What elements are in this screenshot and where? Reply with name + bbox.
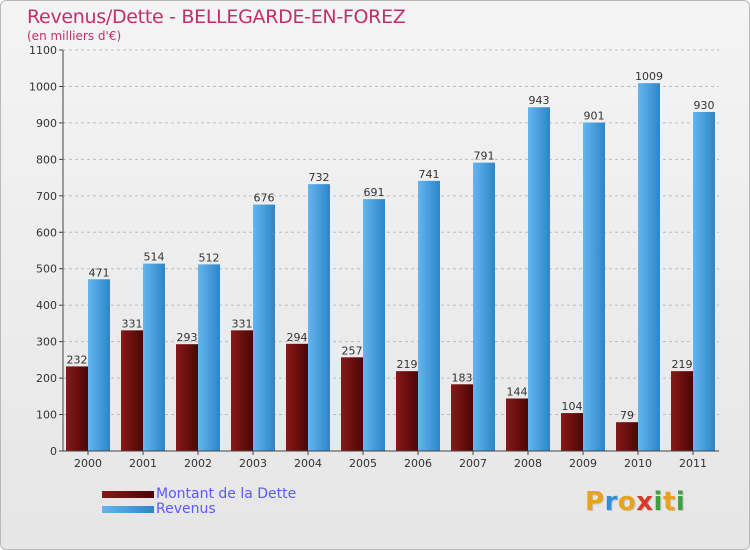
bar-revenus bbox=[143, 263, 165, 451]
x-tick-label: 2007 bbox=[459, 457, 487, 470]
bar-dette bbox=[396, 371, 418, 451]
bar-dette bbox=[616, 422, 638, 451]
data-label-revenus: 741 bbox=[419, 168, 440, 181]
x-tick-label: 2001 bbox=[129, 457, 157, 470]
data-label-dette: 294 bbox=[287, 331, 308, 344]
brand-letter: t bbox=[662, 487, 676, 517]
bar-dette bbox=[341, 357, 363, 451]
x-tick-label: 2005 bbox=[349, 457, 377, 470]
y-tick-label: 900 bbox=[36, 117, 57, 130]
bar-revenus bbox=[473, 162, 495, 452]
y-tick-label: 200 bbox=[36, 372, 57, 385]
y-tick-label: 100 bbox=[36, 409, 57, 422]
brand-letter: o bbox=[617, 487, 637, 517]
chart-title: Revenus/Dette - BELLEGARDE-EN-FOREZ bbox=[27, 6, 406, 28]
data-label-revenus: 1009 bbox=[635, 70, 663, 83]
x-tick-label: 2010 bbox=[624, 457, 652, 470]
x-tick-label: 2009 bbox=[569, 457, 597, 470]
legend-swatch-revenus bbox=[102, 506, 154, 513]
data-label-dette: 79 bbox=[620, 409, 634, 422]
data-label-dette: 219 bbox=[397, 358, 418, 371]
data-label-dette: 104 bbox=[562, 400, 583, 413]
data-label-revenus: 691 bbox=[364, 186, 385, 199]
brand-letter: i bbox=[653, 487, 663, 517]
data-label-revenus: 943 bbox=[529, 94, 550, 107]
data-label-dette: 144 bbox=[507, 386, 528, 399]
data-label-dette: 257 bbox=[342, 344, 363, 357]
legend-label-dette: Montant de la Dette bbox=[156, 486, 297, 502]
data-label-dette: 219 bbox=[672, 358, 693, 371]
bar-revenus bbox=[308, 184, 330, 452]
bar-dette bbox=[231, 330, 253, 451]
bar-revenus bbox=[528, 107, 550, 451]
bar-revenus bbox=[198, 264, 220, 451]
bar-dette bbox=[66, 366, 88, 451]
x-tick-label: 2000 bbox=[74, 457, 102, 470]
data-label-revenus: 901 bbox=[584, 110, 605, 123]
data-label-dette: 232 bbox=[67, 353, 88, 366]
bar-revenus bbox=[693, 111, 715, 452]
x-tick-label: 2004 bbox=[294, 457, 322, 470]
y-tick-label: 800 bbox=[36, 153, 57, 166]
brand-logo: Proxiti bbox=[585, 487, 685, 517]
bar-dette bbox=[176, 344, 198, 451]
y-tick-label: 500 bbox=[36, 263, 57, 276]
bar-revenus bbox=[88, 279, 110, 451]
data-label-dette: 331 bbox=[122, 317, 143, 330]
data-label-dette: 183 bbox=[452, 371, 473, 384]
data-label-revenus: 471 bbox=[89, 266, 110, 279]
data-label-revenus: 791 bbox=[474, 150, 495, 163]
bar-dette bbox=[121, 330, 143, 451]
chart-subtitle: (en milliers d'€) bbox=[27, 29, 122, 43]
legend-swatch-dette bbox=[102, 491, 154, 498]
data-label-revenus: 512 bbox=[199, 251, 220, 264]
x-tick-label: 2003 bbox=[239, 457, 267, 470]
brand-letter: P bbox=[585, 487, 605, 517]
brand-letter: i bbox=[675, 487, 686, 517]
data-label-revenus: 930 bbox=[694, 99, 715, 112]
data-label-dette: 331 bbox=[232, 317, 253, 330]
y-tick-label: 300 bbox=[36, 336, 57, 349]
y-tick-label: 1000 bbox=[29, 80, 57, 93]
data-label-dette: 293 bbox=[177, 331, 198, 344]
brand-letter: r bbox=[604, 487, 618, 517]
x-tick-label: 2002 bbox=[184, 457, 212, 470]
bar-dette bbox=[451, 384, 473, 451]
bar-dette bbox=[671, 371, 693, 451]
y-tick-label: 1100 bbox=[29, 44, 57, 57]
data-label-revenus: 732 bbox=[309, 171, 330, 184]
bar-dette bbox=[561, 413, 583, 451]
bar-revenus bbox=[418, 180, 440, 451]
y-tick-label: 0 bbox=[50, 445, 57, 458]
bar-dette bbox=[506, 398, 528, 451]
legend-label-revenus: Revenus bbox=[156, 501, 216, 517]
bar-revenus bbox=[638, 83, 660, 451]
x-tick-label: 2011 bbox=[679, 457, 707, 470]
y-tick-label: 600 bbox=[36, 226, 57, 239]
x-tick-label: 2008 bbox=[514, 457, 542, 470]
bar-revenus bbox=[253, 204, 275, 451]
y-tick-label: 400 bbox=[36, 299, 57, 312]
data-label-revenus: 676 bbox=[254, 192, 275, 205]
bar-revenus bbox=[363, 199, 385, 451]
data-label-revenus: 514 bbox=[144, 251, 165, 264]
brand-letter: x bbox=[636, 487, 654, 517]
bar-revenus bbox=[583, 122, 605, 451]
y-tick-label: 700 bbox=[36, 190, 57, 203]
bar-dette bbox=[286, 343, 308, 451]
x-tick-label: 2006 bbox=[404, 457, 432, 470]
